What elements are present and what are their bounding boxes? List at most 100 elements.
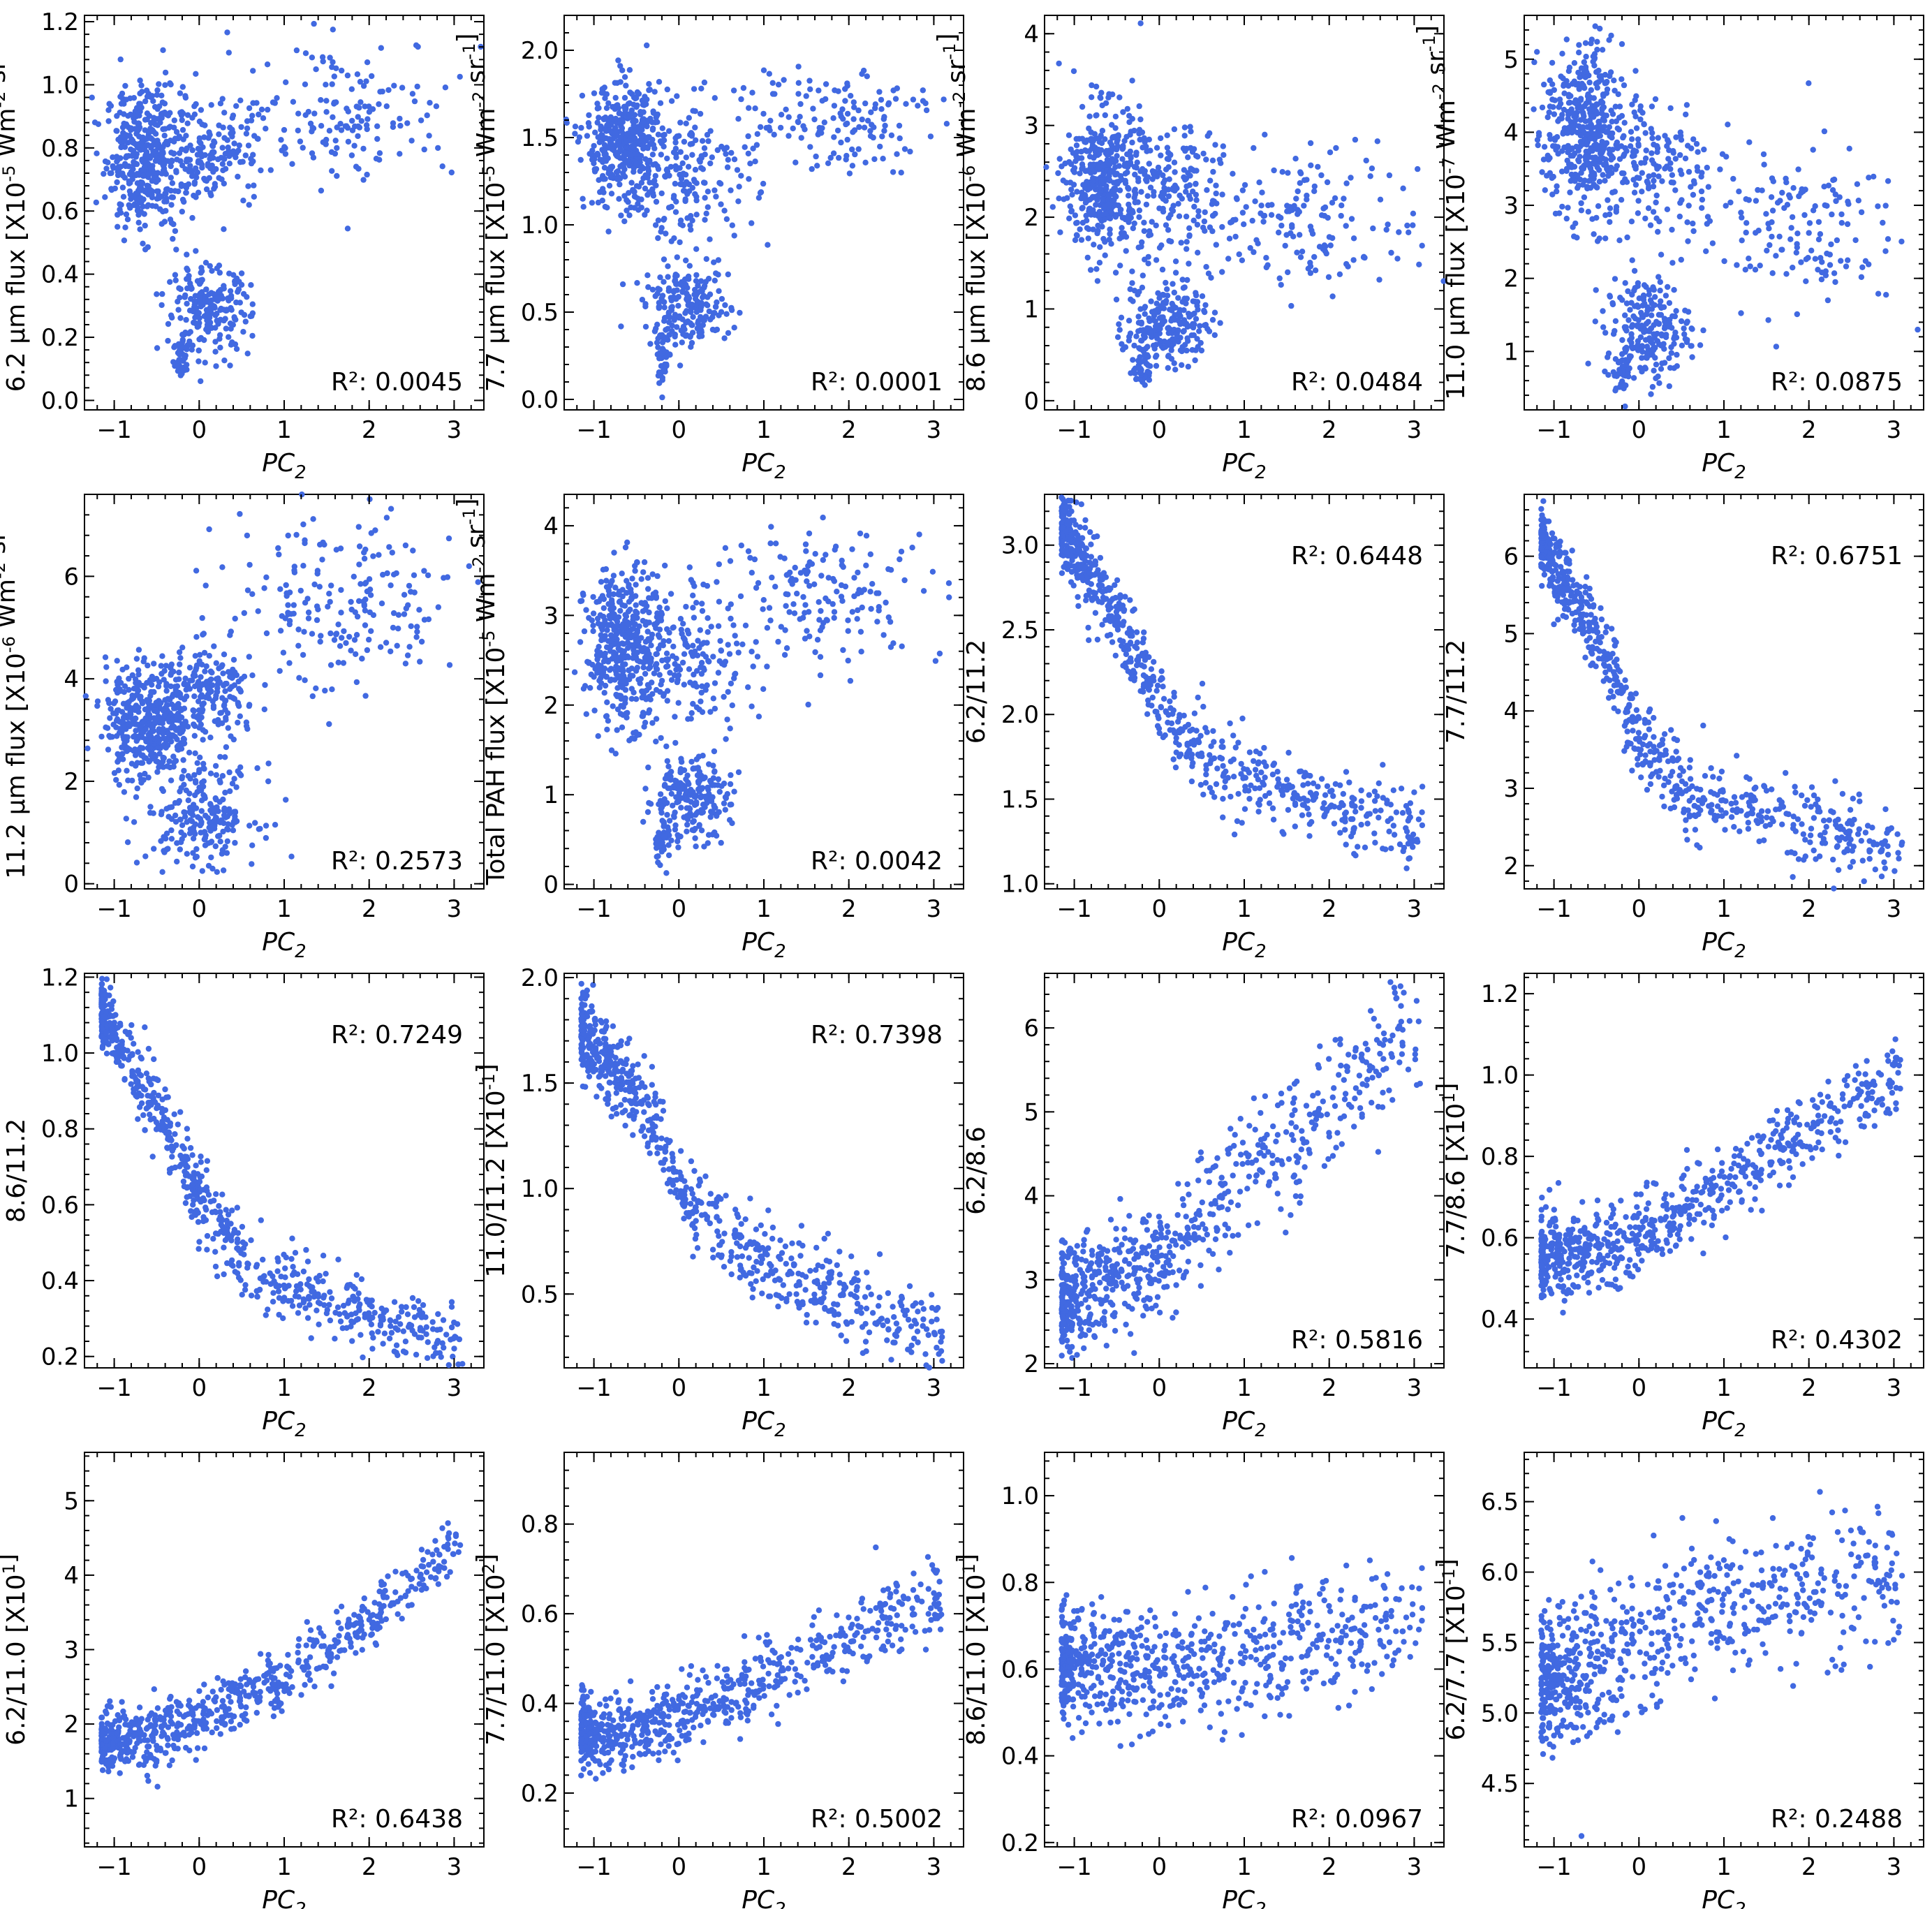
data-point	[351, 142, 357, 149]
data-point	[1736, 189, 1742, 195]
data-point	[644, 96, 650, 103]
data-point	[1561, 90, 1568, 96]
data-point	[165, 337, 171, 344]
data-point	[1133, 333, 1140, 339]
data-point	[1793, 249, 1799, 256]
data-point	[219, 145, 226, 151]
data-point	[198, 378, 204, 385]
data-point	[356, 124, 363, 131]
data-point	[614, 154, 621, 160]
data-point	[1761, 161, 1767, 168]
data-point	[1628, 344, 1635, 350]
data-point	[672, 180, 679, 187]
data-point	[1183, 300, 1189, 307]
data-point	[661, 131, 668, 138]
data-point	[102, 654, 109, 661]
data-point	[114, 179, 120, 186]
data-point	[1607, 205, 1614, 212]
data-point	[1131, 127, 1137, 134]
data-point	[154, 345, 161, 351]
data-points	[563, 42, 950, 401]
data-point	[1297, 180, 1304, 186]
data-point	[1073, 135, 1079, 142]
data-point	[1858, 209, 1865, 216]
data-point	[661, 299, 668, 305]
data-point	[1602, 212, 1609, 219]
data-point	[1091, 161, 1097, 168]
data-point	[718, 295, 725, 302]
data-point	[661, 216, 667, 223]
data-point	[668, 98, 675, 104]
data-point	[1188, 165, 1194, 172]
data-point	[1783, 271, 1790, 277]
data-point	[1115, 202, 1122, 209]
data-point	[1828, 241, 1834, 248]
data-point	[150, 142, 156, 148]
y-tick-label: 4	[1024, 20, 1039, 48]
data-point	[1559, 203, 1565, 210]
data-point	[323, 136, 330, 143]
data-point	[181, 705, 188, 712]
data-point	[1193, 316, 1200, 322]
data-point	[1199, 293, 1206, 300]
data-point	[1622, 145, 1628, 152]
data-point	[1746, 256, 1752, 262]
data-point	[1653, 192, 1660, 199]
data-point	[128, 127, 134, 133]
data-point	[665, 274, 671, 280]
data-point	[147, 186, 154, 193]
data-point	[644, 145, 651, 152]
data-point	[1703, 248, 1709, 254]
data-point	[155, 177, 161, 183]
data-point	[1697, 342, 1704, 348]
data-point	[135, 667, 142, 673]
data-point	[150, 148, 156, 155]
data-point	[1289, 222, 1295, 228]
data-point	[844, 110, 851, 117]
data-point	[183, 189, 189, 196]
data-point	[1648, 391, 1654, 397]
data-point	[105, 107, 112, 113]
data-point	[1588, 36, 1595, 43]
data-point	[117, 209, 124, 216]
data-point	[1056, 156, 1063, 162]
data-point	[1586, 154, 1592, 161]
data-point	[1649, 312, 1655, 318]
data-point	[722, 302, 728, 309]
data-point	[193, 71, 199, 78]
data-point	[221, 226, 227, 233]
data-point	[162, 82, 168, 89]
data-point	[171, 124, 177, 131]
data-point	[1794, 311, 1800, 318]
data-point	[1136, 207, 1143, 214]
data-point	[189, 147, 196, 154]
data-point	[309, 54, 316, 61]
data-point	[1322, 204, 1329, 211]
data-point	[1153, 353, 1160, 359]
data-point	[1164, 132, 1170, 138]
data-point	[1130, 298, 1136, 304]
data-point	[1723, 202, 1729, 209]
data-point	[121, 101, 127, 107]
data-point	[101, 170, 107, 177]
data-point	[850, 116, 857, 122]
data-point	[1109, 146, 1116, 153]
data-point	[342, 123, 348, 129]
data-point	[656, 380, 663, 386]
data-point	[1071, 165, 1078, 171]
data-point	[94, 702, 101, 709]
data-point	[717, 181, 724, 187]
data-point	[1579, 105, 1585, 112]
data-point	[1683, 339, 1690, 346]
data-point	[283, 79, 289, 86]
data-point	[823, 81, 829, 87]
y-tick-label: 0.4	[41, 261, 79, 289]
data-point	[144, 182, 151, 189]
data-point	[1327, 149, 1334, 156]
data-point	[364, 59, 371, 66]
data-point	[330, 59, 336, 66]
data-point	[161, 755, 167, 761]
data-point	[1261, 212, 1268, 219]
data-point	[334, 172, 340, 179]
x-tick-label: 3	[1407, 416, 1422, 444]
